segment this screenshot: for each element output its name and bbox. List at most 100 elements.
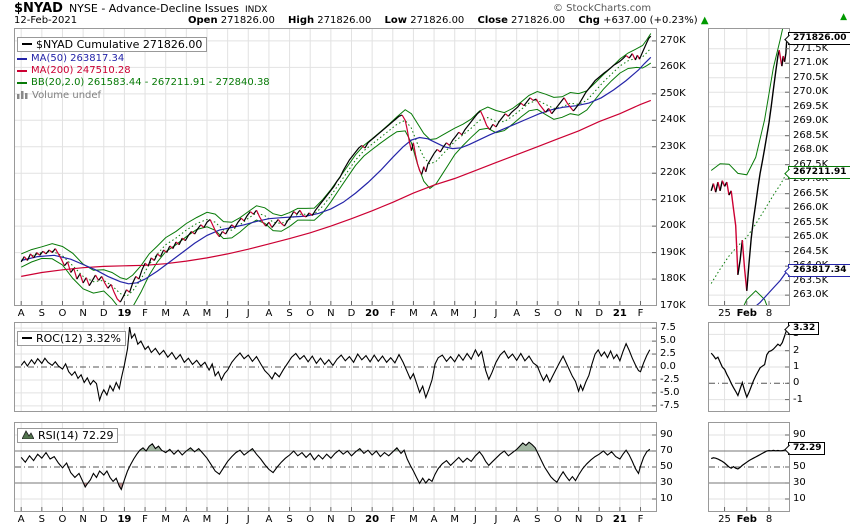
- x-axis-label: M: [409, 308, 418, 319]
- scroll-up-arrow-icon: ▲: [840, 12, 847, 22]
- legend-bb-label: BB(20,2.0) 261583.44 - 267211.91 - 27284…: [31, 76, 270, 88]
- ohlc-row: Open 271826.00 High 271826.00 Low 271826…: [188, 15, 709, 26]
- price: [439, 142, 447, 153]
- open-label: Open: [188, 15, 218, 26]
- legend-bb: BB(20,2.0) 261583.44 - 267211.91 - 27284…: [17, 77, 270, 89]
- x-axis-label: F: [389, 514, 396, 525]
- bollinger-band-middle: [710, 172, 788, 284]
- price: [271, 219, 279, 228]
- x-axis-label: A: [265, 308, 273, 319]
- x-axis-label: N: [327, 514, 335, 525]
- price: [20, 256, 25, 263]
- price: [479, 110, 491, 130]
- x-axis-label: N: [79, 308, 87, 319]
- x-axis-label: A: [182, 308, 190, 319]
- price: [138, 262, 146, 280]
- price: [126, 289, 130, 293]
- x-axis-label: O: [58, 514, 67, 525]
- x-axis-label: J: [246, 308, 250, 319]
- value-callout: 271826.00: [784, 32, 850, 46]
- price: [436, 148, 441, 153]
- price: [243, 211, 251, 222]
- price: [26, 253, 32, 261]
- price: [184, 231, 192, 242]
- value-callout: 3.32: [784, 322, 820, 336]
- y-axis-label: 270.5K: [793, 71, 829, 83]
- price: [421, 166, 425, 175]
- price: [191, 230, 195, 235]
- price: [48, 249, 53, 254]
- x-axis-label: J: [473, 514, 477, 525]
- price: [726, 181, 730, 196]
- price: [746, 50, 780, 291]
- x-axis-label: A: [17, 514, 25, 525]
- price: [163, 249, 168, 254]
- price: [30, 253, 35, 259]
- price: [625, 55, 630, 59]
- x-axis-label: J: [226, 514, 230, 525]
- x-axis-label: M: [202, 308, 212, 319]
- x-axis-label: M: [450, 308, 460, 319]
- bb-swatch: [17, 81, 27, 84]
- price: [283, 211, 295, 227]
- rsi_inset-plot: [709, 423, 789, 511]
- y-axis-label: 240K: [660, 114, 686, 126]
- ma50-swatch: [17, 57, 27, 60]
- y-axis-label: 266.0K: [793, 202, 829, 214]
- price: [631, 53, 636, 61]
- price: [563, 97, 574, 112]
- price: [551, 97, 565, 115]
- price: [545, 108, 550, 113]
- price: [492, 123, 497, 128]
- x-axis-label: N: [79, 514, 87, 525]
- chg-value: +637.00 (+0.23%): [603, 15, 698, 26]
- price: [51, 248, 56, 253]
- price: [200, 224, 205, 228]
- x-axis-label: J: [226, 308, 230, 319]
- y-axis-label: 5.0: [660, 335, 676, 347]
- y-axis-label: 2: [793, 344, 800, 356]
- main_inset-plot: [709, 29, 789, 305]
- price: [730, 190, 739, 275]
- y-axis-label: 70: [660, 445, 673, 456]
- x-axis-label: S: [38, 308, 45, 319]
- price: [45, 249, 50, 255]
- price: [209, 219, 220, 238]
- exchange-tag: INDX: [244, 5, 268, 15]
- price: [73, 268, 78, 280]
- price: [504, 113, 509, 117]
- x-axis-label: 8: [765, 308, 773, 319]
- price: [634, 54, 638, 61]
- x-axis-label: F: [142, 308, 148, 319]
- price: [311, 144, 363, 216]
- y-axis-label: 263.5K: [793, 274, 829, 286]
- price: [110, 284, 121, 303]
- price: [129, 276, 137, 293]
- x-axis-label: 25: [718, 514, 731, 525]
- y-axis-label: -7.5: [660, 399, 680, 411]
- y-axis-label: 170K: [660, 299, 686, 311]
- price-zoom-inset-panel: [708, 28, 790, 306]
- x-axis-label: M: [202, 514, 212, 525]
- y-axis-label: 263.0K: [793, 289, 829, 301]
- x-axis-label: Feb: [736, 308, 757, 319]
- price: [178, 237, 183, 245]
- price: [638, 35, 652, 60]
- price: [147, 257, 152, 267]
- y-axis-label: 270.0K: [793, 86, 829, 98]
- x-axis-label: S: [286, 308, 293, 319]
- price: [461, 110, 481, 136]
- x-axis-label: A: [17, 308, 25, 319]
- price: [175, 241, 180, 246]
- price: [101, 276, 109, 289]
- y-axis-label: 268.5K: [793, 129, 829, 141]
- value-callout: 72.29: [784, 442, 826, 456]
- x-axis-label: S: [534, 308, 541, 319]
- price: [425, 149, 438, 173]
- price: [172, 241, 177, 249]
- x-axis-label: 8: [765, 514, 773, 525]
- ma50: [756, 271, 788, 305]
- price: [265, 221, 270, 227]
- rsi-legend: RSI(14) 72.29: [17, 424, 119, 444]
- price: [401, 114, 412, 151]
